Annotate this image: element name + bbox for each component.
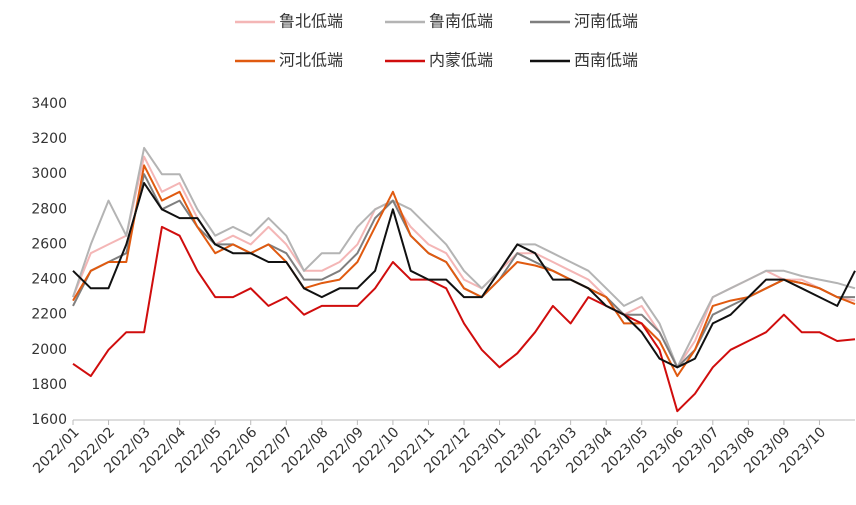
series-line	[72, 164, 856, 378]
y-tick-label: 2000	[31, 342, 67, 358]
series-line	[72, 155, 856, 369]
y-tick-label: 2200	[31, 307, 67, 323]
y-tick-label: 3400	[31, 96, 67, 112]
legend-label: 西南低端	[574, 51, 638, 70]
legend-label: 河南低端	[574, 12, 638, 31]
legend-label: 内蒙低端	[429, 51, 493, 70]
legend-label: 鲁南低端	[429, 12, 493, 31]
legend-label: 河北低端	[279, 51, 343, 70]
series-line	[72, 225, 856, 413]
series-line	[72, 146, 856, 369]
y-tick-label: 3200	[31, 131, 67, 147]
legend-label: 鲁北低端	[279, 12, 343, 31]
y-tick-label: 2600	[31, 236, 67, 252]
y-tick-label: 1800	[31, 377, 67, 393]
y-tick-label: 2400	[31, 272, 67, 288]
y-tick-label: 3000	[31, 166, 67, 182]
y-tick-label: 1600	[31, 412, 67, 428]
y-tick-label: 2800	[31, 201, 67, 217]
series-line	[72, 182, 856, 369]
